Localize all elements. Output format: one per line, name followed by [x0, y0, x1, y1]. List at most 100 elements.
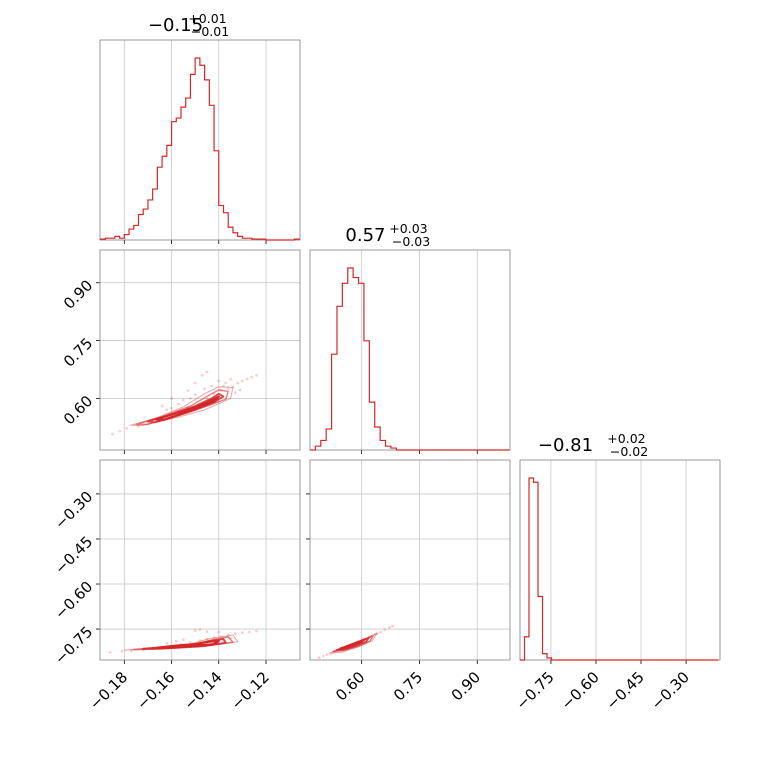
sample-point: [222, 384, 225, 388]
sample-point: [317, 656, 321, 659]
sample-point: [224, 381, 228, 385]
sample-point: [108, 651, 112, 654]
sample-point: [137, 424, 140, 428]
y-tick-label: −0.45: [51, 533, 96, 578]
sample-point: [193, 393, 197, 396]
x-tick-label: −0.45: [603, 668, 648, 713]
sample-point: [193, 629, 197, 632]
y-tick-label: −0.60: [51, 578, 96, 623]
sample-point: [165, 408, 169, 412]
title-p0: −0.15 +0.01 −0.01: [148, 8, 232, 39]
sample-point: [174, 639, 178, 643]
contour-level-3: [332, 634, 374, 653]
sample-point: [170, 396, 173, 400]
y-tick-labels-row2: −0.30−0.45−0.60−0.75: [51, 488, 96, 668]
sample-point: [236, 381, 240, 385]
x-tick-label: −0.14: [180, 668, 225, 713]
x-tick-labels-col2: −0.30−0.45−0.60−0.75: [513, 668, 693, 713]
y-tick-label: 0.60: [60, 392, 96, 428]
sample-point: [205, 630, 209, 633]
sample-point: [373, 633, 377, 636]
sample-point: [205, 370, 209, 374]
sample-point: [240, 379, 244, 383]
title-p2-minus: −0.02: [610, 444, 648, 459]
sample-point: [325, 653, 329, 656]
x-tick-label: 0.90: [448, 668, 484, 704]
sample-point: [375, 632, 379, 635]
sample-point: [212, 636, 216, 639]
x-tick-label: 0.60: [332, 668, 368, 704]
contour-level-4: [123, 634, 239, 651]
contour-level-4: [329, 632, 378, 654]
x-tick-label: −0.16: [133, 668, 178, 713]
sample-point: [165, 642, 169, 645]
sample-point: [203, 387, 207, 391]
panel-hist-p1: [309, 249, 511, 454]
sample-point: [205, 637, 209, 641]
x-tick-label: −0.30: [648, 668, 693, 713]
sample-point: [226, 387, 230, 391]
sample-point: [120, 649, 124, 653]
title-p2: −0.81 +0.02 −0.02: [538, 428, 651, 459]
sample-point: [125, 427, 129, 430]
y-tick-labels-row1: 0.60 0.75 0.90: [60, 276, 96, 428]
panel-frame: [309, 459, 511, 661]
x-tick-label: 0.75: [390, 668, 426, 704]
sample-point: [245, 377, 249, 381]
sample-point: [219, 635, 223, 638]
sample-point: [391, 624, 394, 628]
x-tick-label: −0.12: [228, 668, 273, 713]
sample-point: [233, 632, 237, 635]
sample-point: [387, 626, 391, 629]
y-tick-label: −0.75: [51, 623, 96, 668]
title-p2-plus: +0.02: [607, 431, 645, 446]
sample-point: [321, 654, 325, 658]
sample-point: [255, 373, 258, 377]
panel-frame: [99, 459, 301, 661]
sample-point: [231, 385, 235, 389]
title-p0-value: −0.15: [148, 15, 203, 36]
sample-point: [189, 396, 192, 400]
sample-point: [329, 652, 333, 656]
panel-2d-p0-p2: [96, 459, 301, 664]
sample-point: [226, 633, 230, 637]
panel-frame: [309, 249, 511, 451]
sample-point: [248, 630, 251, 634]
sample-point: [170, 406, 173, 410]
title-p2-value: −0.81: [538, 435, 593, 456]
contour-level-3: [135, 389, 229, 426]
sample-point: [240, 631, 244, 635]
sample-point: [255, 629, 258, 633]
title-p1-minus: −0.03: [392, 234, 430, 249]
title-p1-value: 0.57: [345, 225, 385, 246]
sample-point: [383, 628, 387, 632]
title-p1-plus: +0.03: [389, 221, 427, 236]
sample-point: [181, 638, 185, 641]
sample-point: [210, 384, 214, 388]
sample-point: [217, 630, 221, 634]
histogram-step-p0: [100, 57, 300, 241]
sample-point: [181, 398, 185, 402]
x-tick-label: −0.60: [558, 668, 603, 713]
sample-point: [198, 628, 202, 632]
sample-point: [118, 429, 121, 433]
contour-level-4: [129, 386, 234, 426]
sample-point: [186, 389, 190, 393]
title-p0-minus: −0.01: [191, 24, 229, 39]
histogram-step-p1: [310, 267, 510, 451]
panel-frame: [519, 459, 721, 661]
y-tick-label: −0.30: [51, 488, 96, 533]
sample-point: [111, 432, 114, 436]
panel-frame: [99, 249, 301, 451]
sample-point: [205, 396, 209, 400]
sample-point: [198, 639, 202, 642]
panel-frame: [99, 39, 301, 241]
sample-point: [193, 381, 197, 385]
sample-point: [177, 402, 181, 406]
histogram-step-p2: [520, 477, 719, 661]
panel-2d-p1-p2: [306, 459, 511, 664]
sample-point: [217, 379, 221, 383]
sample-point: [189, 641, 192, 644]
panel-hist-p0: [99, 39, 301, 244]
